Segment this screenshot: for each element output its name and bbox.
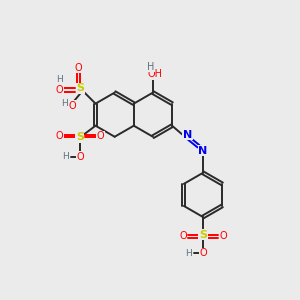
- Text: H: H: [62, 152, 69, 161]
- Text: H: H: [61, 99, 68, 108]
- Text: N: N: [198, 146, 208, 156]
- Text: N: N: [183, 130, 192, 140]
- Text: O: O: [75, 63, 82, 73]
- Text: OH: OH: [148, 69, 163, 79]
- Text: S: S: [199, 230, 207, 240]
- Text: O: O: [199, 248, 207, 259]
- Text: H: H: [147, 62, 154, 72]
- Text: O: O: [97, 131, 104, 141]
- Text: O: O: [219, 231, 227, 242]
- Text: O: O: [56, 131, 63, 141]
- Text: H: H: [185, 249, 192, 258]
- Text: O: O: [179, 231, 187, 242]
- Text: O: O: [68, 101, 76, 111]
- Text: S: S: [76, 83, 84, 93]
- Text: O: O: [76, 152, 84, 162]
- Text: S: S: [76, 133, 84, 142]
- Text: O: O: [56, 85, 63, 95]
- Text: H: H: [56, 75, 63, 84]
